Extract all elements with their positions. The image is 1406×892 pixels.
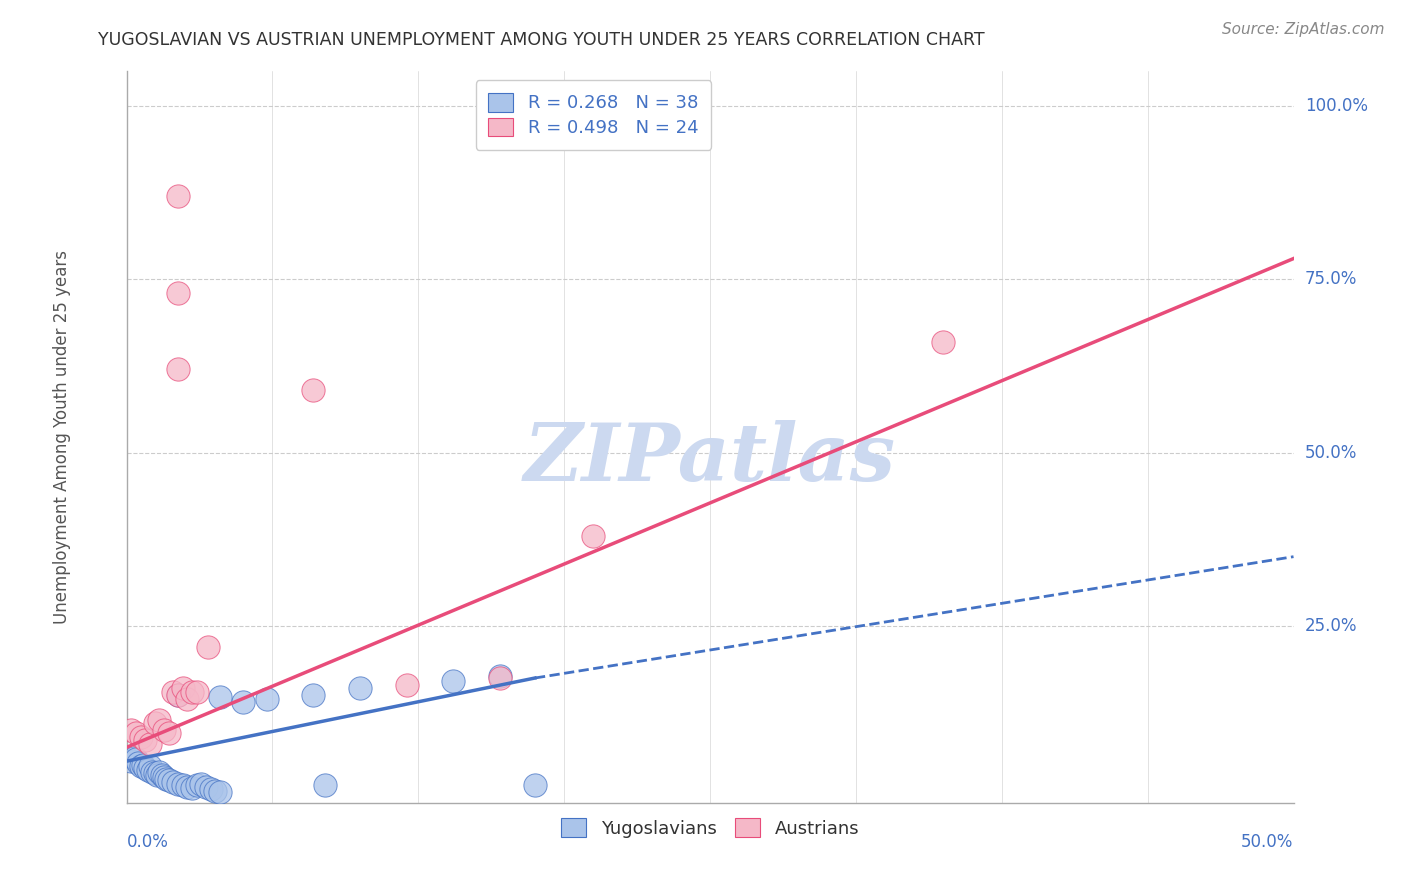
Point — [197, 640, 219, 654]
Point — [141, 764, 163, 779]
Point — [139, 759, 162, 773]
Point — [167, 689, 190, 703]
Point — [172, 681, 194, 696]
Point — [176, 780, 198, 794]
Point — [127, 756, 149, 771]
Point — [125, 752, 148, 766]
Point — [136, 763, 159, 777]
Text: YUGOSLAVIAN VS AUSTRIAN UNEMPLOYMENT AMONG YOUTH UNDER 25 YEARS CORRELATION CHAR: YUGOSLAVIAN VS AUSTRIAN UNEMPLOYMENT AMO… — [98, 31, 986, 49]
Point — [143, 716, 166, 731]
Point — [148, 713, 170, 727]
Point — [314, 779, 336, 793]
Point — [146, 768, 169, 782]
Text: 100.0%: 100.0% — [1305, 97, 1368, 115]
Text: 25.0%: 25.0% — [1305, 617, 1357, 635]
Text: 75.0%: 75.0% — [1305, 270, 1357, 288]
Point — [186, 779, 208, 793]
Point — [132, 757, 155, 772]
Point — [129, 759, 152, 773]
Point — [582, 529, 605, 543]
Point — [302, 689, 325, 703]
Point — [167, 362, 190, 376]
Text: ZIPatlas: ZIPatlas — [524, 420, 896, 498]
Point — [208, 785, 231, 799]
Point — [190, 777, 212, 791]
Point — [153, 770, 176, 784]
Point — [489, 669, 512, 683]
Point — [208, 690, 231, 704]
Point — [176, 691, 198, 706]
Point — [162, 685, 184, 699]
Point — [162, 775, 184, 789]
Text: 50.0%: 50.0% — [1305, 443, 1357, 462]
Point — [134, 733, 156, 747]
Text: Source: ZipAtlas.com: Source: ZipAtlas.com — [1222, 22, 1385, 37]
Point — [153, 723, 176, 737]
Point — [441, 674, 464, 689]
Point — [120, 723, 142, 737]
Point — [122, 750, 145, 764]
Text: 0.0%: 0.0% — [127, 833, 169, 851]
Point — [489, 671, 512, 685]
Point — [125, 726, 148, 740]
Point — [204, 784, 226, 798]
Point — [349, 681, 371, 696]
Point — [134, 761, 156, 775]
Point — [155, 772, 177, 786]
Point — [194, 780, 217, 794]
Point — [167, 286, 190, 301]
Point — [932, 334, 955, 349]
Point — [157, 772, 180, 787]
Point — [180, 781, 202, 796]
Text: Unemployment Among Youth under 25 years: Unemployment Among Youth under 25 years — [53, 250, 72, 624]
Point — [120, 754, 142, 768]
Point — [256, 691, 278, 706]
Point — [167, 189, 190, 203]
Point — [148, 764, 170, 779]
Point — [395, 678, 418, 692]
Point — [143, 766, 166, 780]
Text: 50.0%: 50.0% — [1241, 833, 1294, 851]
Point — [172, 779, 194, 793]
Point — [129, 730, 152, 744]
Point — [180, 685, 202, 699]
Legend: Yugoslavians, Austrians: Yugoslavians, Austrians — [554, 811, 866, 845]
Point — [302, 384, 325, 398]
Point — [523, 779, 546, 793]
Point — [232, 695, 254, 709]
Point — [186, 685, 208, 699]
Point — [157, 726, 180, 740]
Point — [200, 781, 222, 796]
Point — [167, 777, 190, 791]
Point — [150, 768, 173, 782]
Point — [167, 689, 190, 703]
Point — [139, 737, 162, 751]
